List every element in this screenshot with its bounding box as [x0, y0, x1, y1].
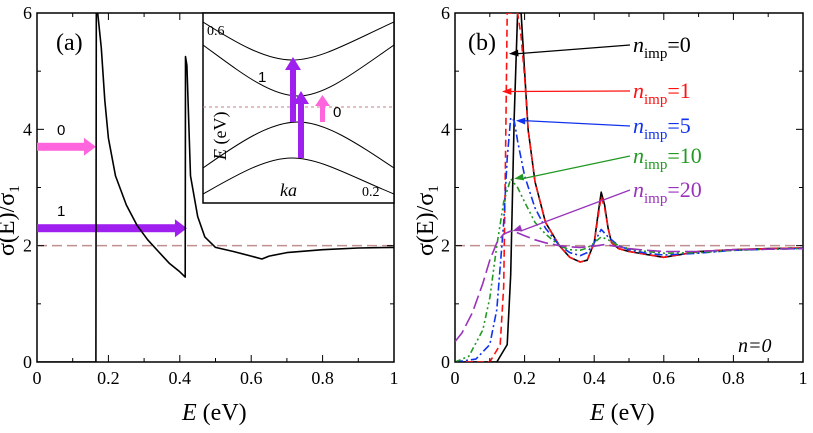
- transition-arrow-head-1: [174, 219, 187, 238]
- panel-b-y-label-den: σ: [413, 193, 439, 206]
- x-tick-label: 1: [799, 368, 808, 388]
- legend-pointer-head: [514, 173, 525, 181]
- panel-b-x-label-unit: (eV): [611, 400, 655, 426]
- legend-pointer-head: [508, 49, 519, 57]
- legend-value: =10: [667, 143, 701, 168]
- panel-a-curves: [37, 13, 394, 362]
- x-tick-label: 1: [390, 368, 399, 388]
- panel-a-label: (a): [56, 30, 83, 56]
- legend-symbol: n: [633, 78, 644, 103]
- y-tick-label: 0: [441, 352, 450, 372]
- panel-b-y-label: σ(E)/σ1: [413, 185, 442, 256]
- x-tick-label: 0.8: [722, 368, 745, 388]
- legend-value: =5: [667, 113, 690, 138]
- legend-pointer-line: [509, 90, 631, 93]
- panel-a-y-label: σ(E)/σ1: [0, 185, 23, 256]
- legend-subscript: imp: [644, 191, 667, 207]
- panel-a-y-label-num: σ(E): [0, 212, 20, 256]
- inset-transition-0-label: 0: [333, 104, 341, 121]
- inset-x-tick-label: 0.2: [362, 185, 380, 200]
- legend-pointer-line: [516, 44, 631, 55]
- panel-b-ticks: 0 0.2 0.4 0.6 0.8 1 0 2 4 6: [441, 3, 808, 388]
- panel-a-inset: 1 0 0.6 0.2 ka E (eV): [202, 12, 395, 204]
- legend-symbol: n: [633, 32, 644, 57]
- x-tick-label: 0.6: [653, 368, 676, 388]
- inset-transition-0: [315, 95, 330, 122]
- legend-subscript: imp: [644, 92, 667, 108]
- y-tick-label: 4: [23, 119, 32, 139]
- inset-y-label: E (eV): [210, 112, 231, 161]
- y-tick-label: 0: [23, 352, 32, 372]
- inset-transition-1-label: 1: [258, 69, 266, 86]
- y-tick-label: 2: [23, 236, 32, 256]
- panel-a-x-label-unit: (eV): [203, 400, 247, 426]
- legend-subscript: imp: [644, 46, 667, 62]
- legend-subscript: imp: [644, 127, 667, 143]
- legend-symbol: n: [633, 177, 644, 202]
- inset-transition-1: [285, 57, 309, 158]
- panel-b-x-label: E (eV): [589, 400, 655, 426]
- series-line-nimp-10: [455, 178, 803, 362]
- panel-a-y-label-sub: 1: [7, 185, 23, 193]
- panel-b-x-label-var: E: [589, 400, 605, 426]
- panel-b-label: (b): [468, 30, 496, 56]
- legend-value: =1: [667, 78, 690, 103]
- transition-arrow-label-0: 0: [57, 122, 65, 139]
- panel-b-y-label-sub: 1: [426, 185, 442, 193]
- legend-value: =0: [667, 32, 690, 57]
- y-tick-label: 6: [441, 3, 450, 23]
- x-tick-label: 0.2: [513, 368, 536, 388]
- inset-y-label-unit: (eV): [210, 112, 231, 145]
- panel-a-x-label: E (eV): [181, 400, 247, 426]
- legend-entry: nimp=0: [633, 32, 691, 62]
- legend-entry: nimp=10: [633, 143, 702, 173]
- panel-a-x-label-var: E: [181, 400, 197, 426]
- x-tick-label: 0: [33, 368, 42, 388]
- transition-arrow-shaft-0: [37, 142, 86, 151]
- x-tick-label: 0.8: [311, 368, 334, 388]
- inset-y-label-var: E: [210, 149, 230, 161]
- panel-b-y-label-num: σ(E): [413, 212, 439, 256]
- series-line-0: [37, 13, 394, 362]
- y-tick-label: 2: [441, 236, 450, 256]
- legend-pointer-line: [522, 155, 631, 180]
- panel-a-y-label-den: σ: [0, 193, 20, 206]
- transition-arrow-shaft-1: [37, 224, 177, 233]
- legend-entry: nimp=1: [633, 78, 691, 108]
- panel-a-transition-arrows: 01: [37, 122, 187, 238]
- inset-y-tick-label: 0.6: [207, 24, 225, 39]
- legend-symbol: n: [633, 113, 644, 138]
- transition-arrow-label-1: 1: [57, 203, 65, 220]
- y-tick-label: 4: [441, 119, 450, 139]
- x-tick-label: 0: [451, 368, 460, 388]
- series-line-nimp-20: [455, 230, 803, 343]
- legend-value: =20: [667, 177, 701, 202]
- series-line-nimp-5: [455, 116, 803, 362]
- inset-band-bottom: [203, 157, 394, 195]
- legend-pointer-line: [520, 189, 631, 232]
- legend-entry: nimp=5: [633, 113, 691, 143]
- legend-pointer-line: [523, 119, 631, 127]
- panel-b-corner-label: n=0: [738, 335, 772, 357]
- legend-pointer-head: [515, 117, 526, 125]
- transition-arrow-head-0: [83, 137, 96, 156]
- x-tick-label: 0.6: [240, 368, 263, 388]
- legend-subscript: imp: [644, 157, 667, 173]
- legend-pointer-head: [501, 88, 512, 95]
- x-tick-label: 0.2: [97, 368, 120, 388]
- legend-entry: nimp=20: [633, 177, 702, 207]
- panel-b-curves: [455, 13, 803, 362]
- inset-x-label: ka: [280, 180, 297, 200]
- panel-a-ticks: 0 0.2 0.4 0.6 0.8 1 0 2 4 6: [23, 3, 399, 388]
- y-tick-label: 6: [23, 3, 32, 23]
- x-tick-label: 0.4: [583, 368, 606, 388]
- legend-pointer-head: [512, 224, 523, 232]
- x-tick-label: 0.4: [169, 368, 192, 388]
- series-line-nimp-1: [455, 13, 803, 362]
- legend-symbol: n: [633, 143, 644, 168]
